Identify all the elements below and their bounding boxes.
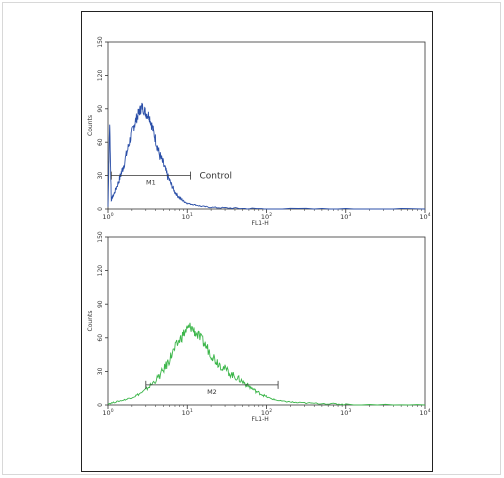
histogram-series-sample xyxy=(107,322,426,406)
y-tick-label: 90 xyxy=(97,300,104,308)
x-tick-label: 104 xyxy=(419,212,430,221)
y-axis-label: Counts xyxy=(87,115,94,136)
x-tick-label: 103 xyxy=(340,408,351,417)
plot-frame xyxy=(107,236,426,406)
x-tick-label: 101 xyxy=(182,212,193,221)
flow-cytometry-histograms: 0 30 60 90 120 150 Counts 100 101 102 103 104 FL1-H M… xyxy=(87,36,431,423)
control-annotation: Control xyxy=(200,172,233,182)
marker-label: M2 xyxy=(207,388,217,396)
figure-frame: 0 30 60 90 120 150 Counts 100 101 102 103 104 FL1-H M… xyxy=(81,11,433,472)
x-tick-label: 104 xyxy=(419,408,430,417)
x-axis-label: FL1-H xyxy=(252,220,269,227)
x-tick-label: 101 xyxy=(182,408,193,417)
x-tick-label: 100 xyxy=(102,212,113,221)
y-tick-label: 30 xyxy=(97,367,104,375)
y-tick-label: 60 xyxy=(97,334,104,342)
marker-label: M1 xyxy=(146,179,156,187)
histogram-panel-top: 0 30 60 90 120 150 Counts 100 101 102 103 104 FL1-H M… xyxy=(87,36,431,227)
y-tick-label: 120 xyxy=(97,265,104,277)
y-tick-label: 120 xyxy=(97,69,104,81)
y-tick-label: 0 xyxy=(97,403,104,407)
y-axis-label: Counts xyxy=(87,311,94,332)
histogram-panel-bottom: 0 30 60 90 120 150 Counts 100 101 102 103 104 FL1-H M… xyxy=(87,231,431,423)
y-tick-label: 30 xyxy=(97,172,104,180)
x-tick-label: 102 xyxy=(261,212,272,221)
histogram-series-control xyxy=(107,102,426,210)
x-tick-label: 103 xyxy=(340,212,351,221)
y-tick-label: 90 xyxy=(97,105,104,113)
x-tick-label: 100 xyxy=(102,408,113,417)
y-tick-label: 150 xyxy=(97,231,104,243)
x-tick-label: 102 xyxy=(261,408,272,417)
y-tick-label: 60 xyxy=(97,138,104,146)
y-tick-label: 150 xyxy=(97,36,104,48)
y-tick-label: 0 xyxy=(97,207,104,211)
x-axis-label: FL1-H xyxy=(252,416,269,423)
page-frame xyxy=(2,2,501,475)
